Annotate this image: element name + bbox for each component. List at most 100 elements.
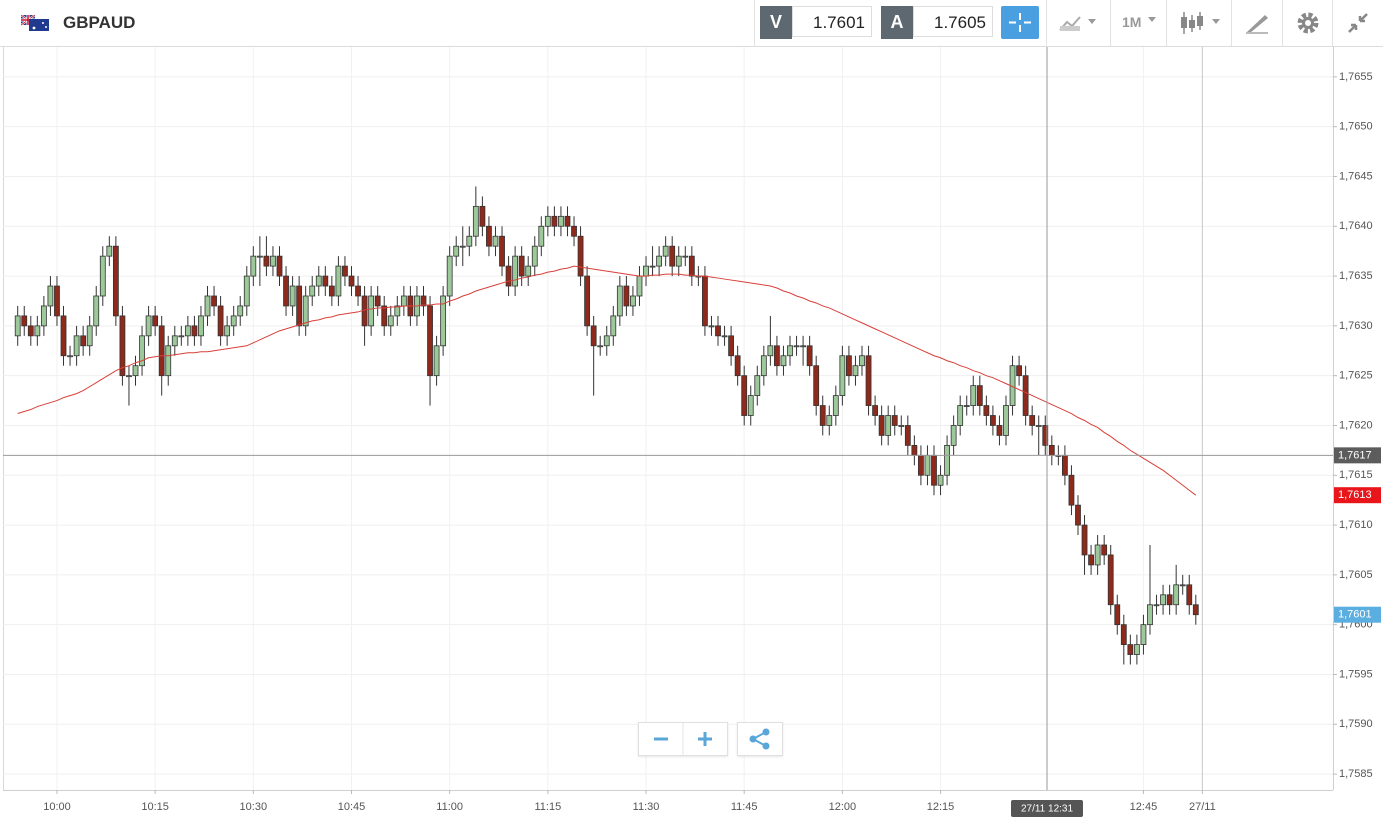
candle-body [1120,624,1127,645]
candle-body [865,355,872,406]
candle-body [348,275,355,287]
candle-body [256,255,263,258]
candle-body [656,255,663,267]
candle-body [813,365,820,406]
chart-type-button[interactable] [1058,12,1104,34]
candle-body [787,345,793,357]
y-tick-label: 1,7595 [1339,668,1373,680]
candle-body [878,415,885,436]
candle-body [394,305,401,317]
candle-body [381,305,388,327]
candle-body [564,215,571,227]
candle-body [859,355,865,367]
candle-body [302,295,309,327]
candle-body [846,355,852,377]
candle-body [106,245,113,257]
candle-body [623,285,630,307]
candle-body [270,255,276,267]
candle-body [518,255,525,277]
candle-body [721,335,728,338]
candle-body [80,335,87,347]
candle-body [224,325,231,337]
candle-body [34,325,41,337]
candle-body [60,315,67,357]
candle-body [957,405,964,426]
candle-body [531,245,538,267]
price-label: 1,7613 [1338,489,1372,501]
y-tick-label: 1,7625 [1339,370,1373,382]
candle-body [616,285,623,317]
candle-body [754,375,761,396]
candle-body [728,335,735,357]
candle-body [1173,584,1180,606]
candle-body [126,375,132,378]
candle-body [544,215,551,227]
candle-body [296,285,303,327]
candle-body [898,425,905,427]
candle-body [315,275,322,287]
timeframe-button[interactable]: 1M [1122,14,1142,30]
candle-body [832,395,839,416]
separator [1231,0,1232,46]
moving-average-line [17,265,1197,496]
candle-body [1153,604,1160,607]
x-tick-label: 12:45 [1130,801,1158,813]
candle-body [204,295,211,317]
collapse-button[interactable] [1345,10,1371,36]
candle-body [112,245,119,317]
candle-body [165,345,172,377]
candles [14,186,1199,665]
candle-body [924,454,931,476]
candle-body [649,265,656,268]
candle-body [1042,425,1049,446]
candle-body [505,265,512,287]
candle-body [767,345,774,357]
candle-body [237,305,244,317]
candle-body [309,285,316,297]
candle-body [983,405,990,416]
candle-body [603,335,610,347]
candle-body [472,205,479,237]
candle-body [54,285,60,317]
candle-body [1133,644,1140,655]
candle-body [139,335,145,367]
candle-body [328,285,335,297]
candle-body [597,345,604,348]
candle-body [86,325,93,347]
candle-body [1101,544,1108,556]
ask-label[interactable]: A [881,6,913,39]
candle-body [1016,365,1022,377]
y-tick-label: 1,7590 [1339,718,1373,730]
share-button[interactable] [737,722,783,756]
y-tick-label: 1,7585 [1339,768,1373,780]
candle-body [643,265,649,277]
bid-price[interactable]: 1.7601 [792,6,872,37]
candle-body [1166,594,1173,606]
draw-button[interactable] [1244,11,1270,35]
candle-body [1003,405,1009,436]
settings-button[interactable] [1295,10,1321,36]
candle-body [715,325,721,337]
candle-body [584,275,591,327]
candle-body [1114,604,1121,626]
separator [1332,0,1333,46]
candle-body [119,315,126,377]
candle-body [760,355,767,377]
x-tick-label: 11:00 [436,801,463,813]
candle-body [1140,624,1147,645]
candle-body [571,225,577,237]
candle-body [492,235,499,247]
ask-price[interactable]: 1.7605 [913,6,993,37]
y-tick-label: 1,7650 [1339,121,1373,133]
bid-label[interactable]: V [760,6,792,39]
crosshair-button[interactable] [1001,6,1039,39]
candle-style-button[interactable] [1178,10,1224,36]
candle-body [675,255,682,267]
x-tick-label: 12:15 [927,801,955,813]
candle-body [963,405,970,407]
candle-body [931,454,937,486]
candle-body [1035,425,1042,427]
candle-body [99,255,106,297]
candle-body [459,245,466,248]
